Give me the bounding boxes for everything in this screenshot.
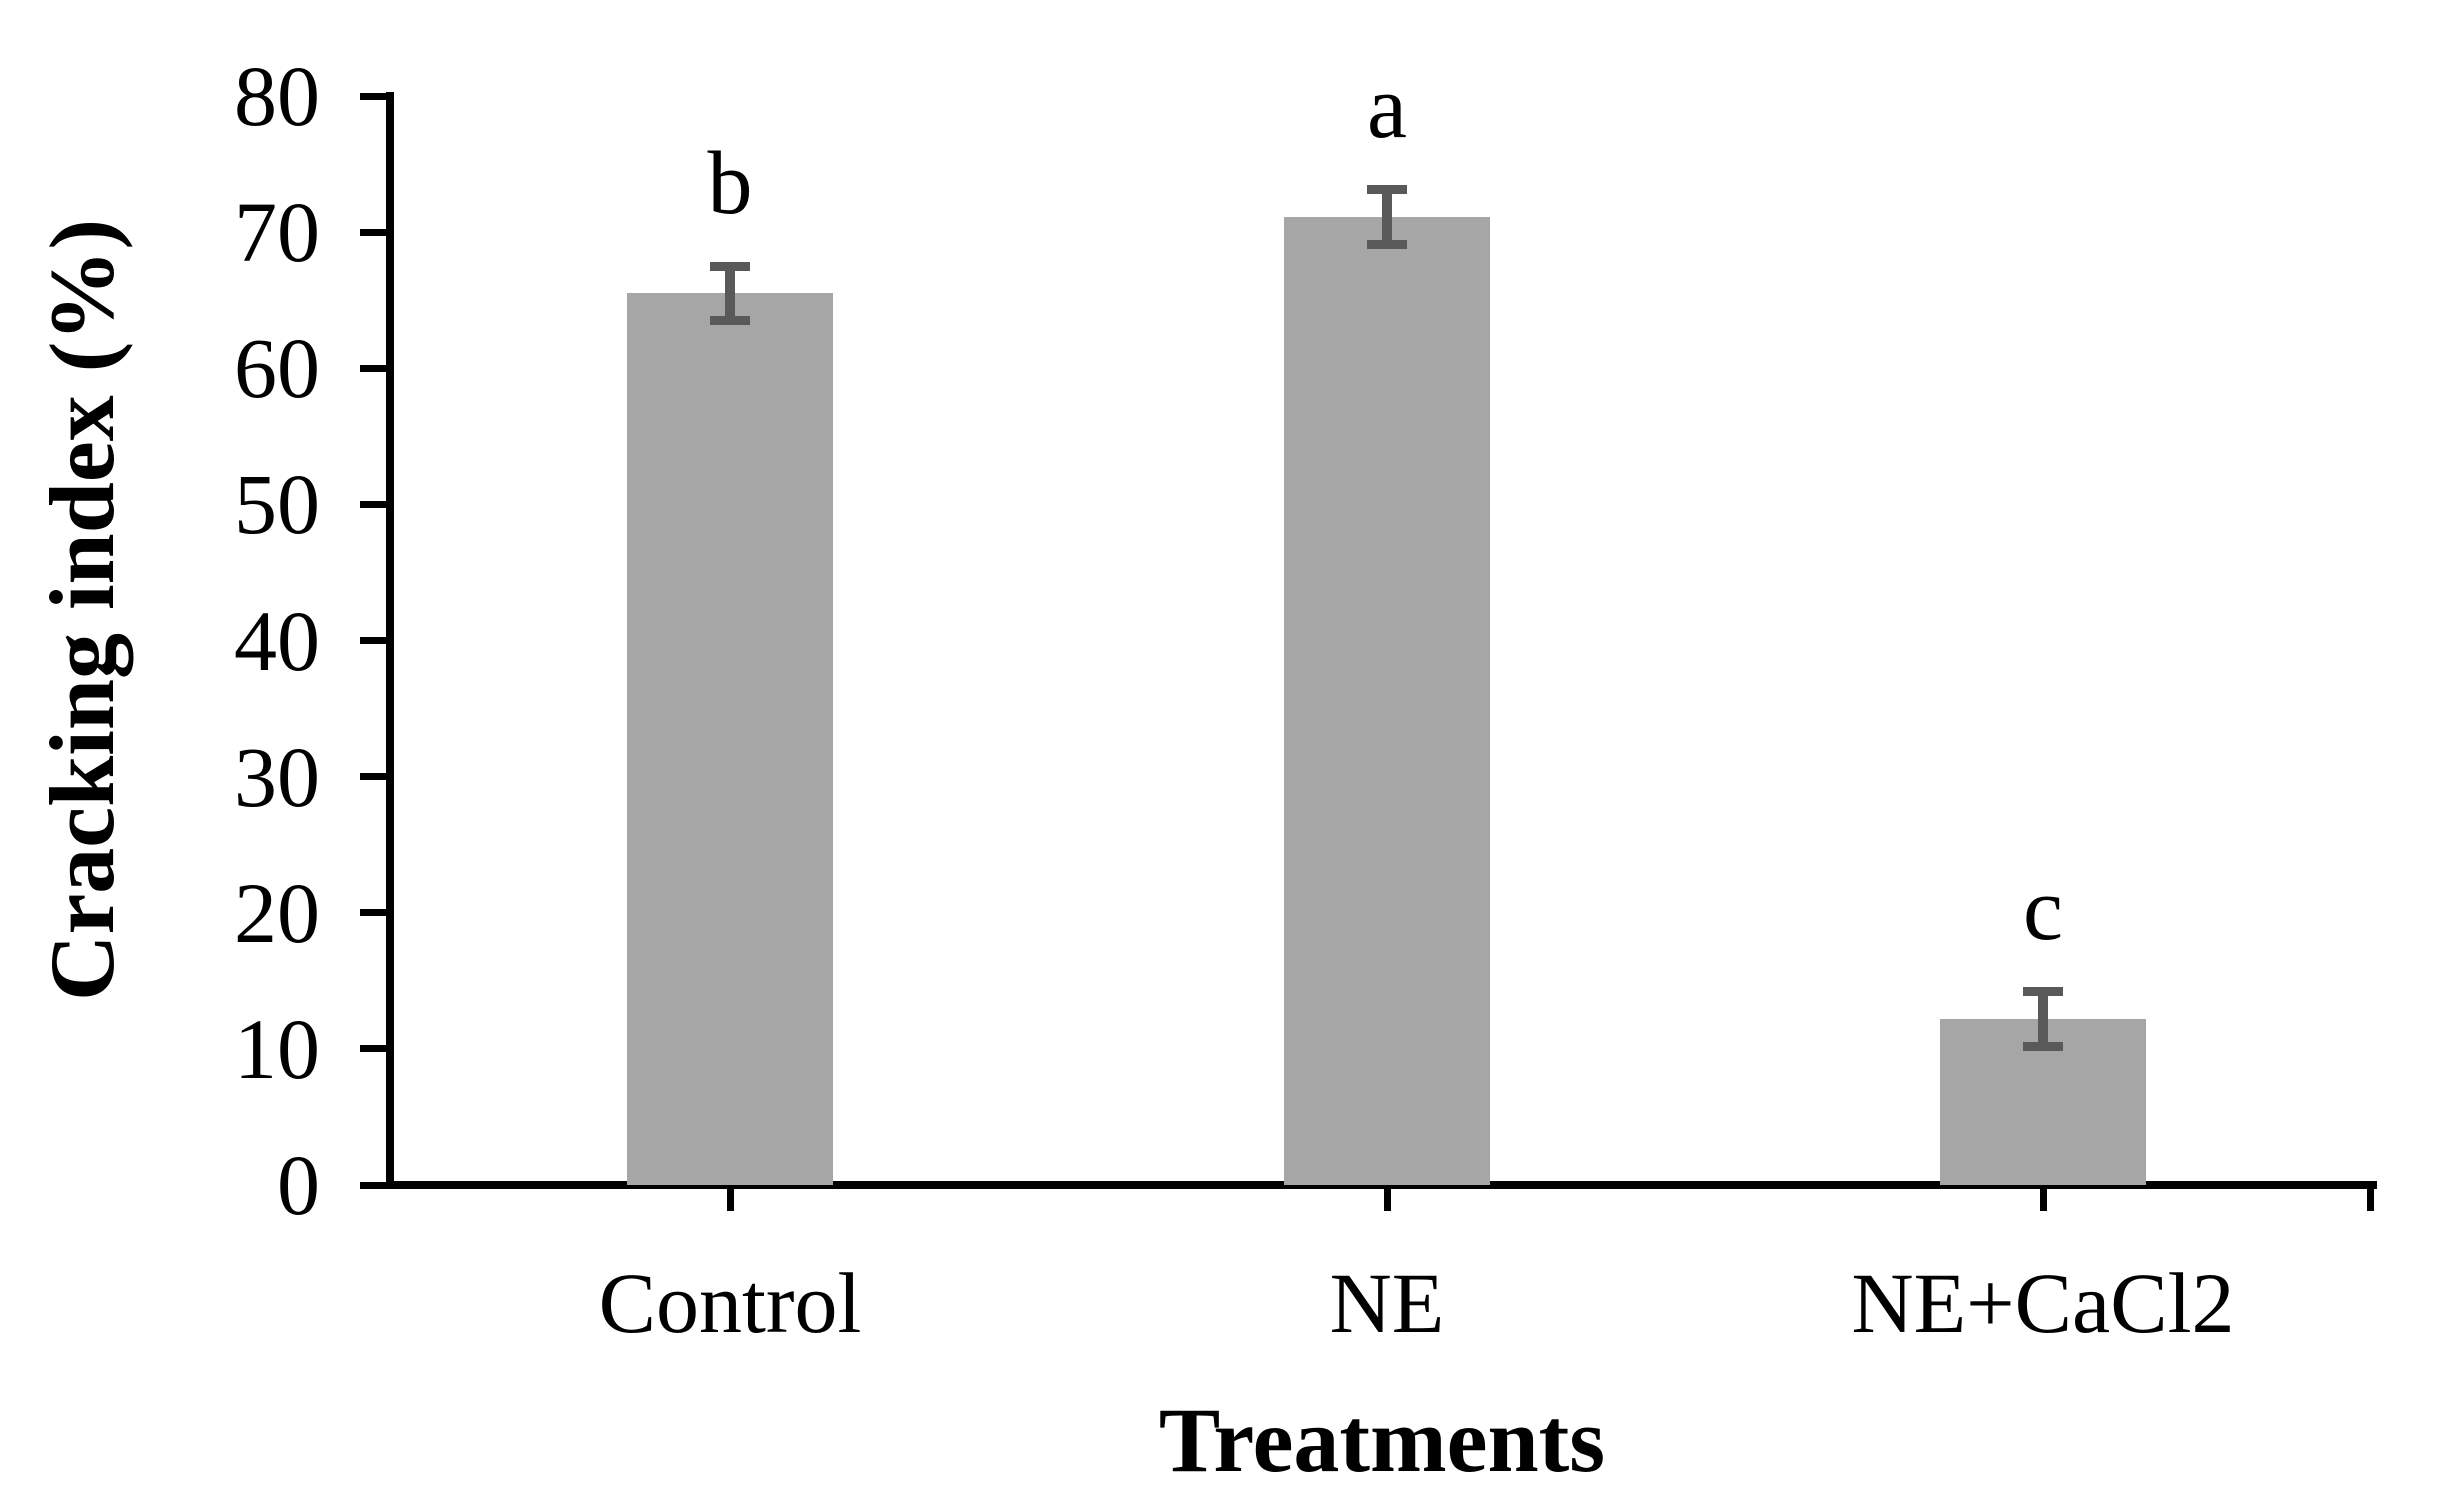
x-tick xyxy=(2039,1185,2047,1211)
y-tick-label: 80 xyxy=(234,48,320,144)
y-axis-line xyxy=(386,92,394,1189)
category-label: NE+CaCl2 xyxy=(1851,1255,2235,1351)
x-tick xyxy=(1383,1185,1391,1211)
significance-letter: a xyxy=(1367,57,1407,157)
category-label: Control xyxy=(598,1255,862,1351)
y-tick xyxy=(360,228,390,236)
y-tick xyxy=(360,909,390,917)
y-tick xyxy=(360,773,390,781)
y-tick-label: 10 xyxy=(234,1000,320,1097)
x-axis-title: Treatments xyxy=(1158,1389,1606,1491)
x-axis-line xyxy=(386,1181,2377,1189)
y-tick xyxy=(360,364,390,372)
significance-letter: c xyxy=(2023,859,2063,959)
y-tick xyxy=(360,1045,390,1053)
x-tick xyxy=(726,1185,734,1211)
error-bar-stem xyxy=(725,266,735,321)
bar-control xyxy=(627,293,833,1185)
error-bar-cap xyxy=(1367,185,1407,195)
y-tick-label: 30 xyxy=(234,728,320,825)
error-bar-cap xyxy=(710,261,750,271)
error-bar-cap xyxy=(2023,1041,2063,1051)
y-tick-label: 40 xyxy=(234,592,320,689)
error-bar-cap xyxy=(710,316,750,326)
y-tick xyxy=(360,637,390,644)
y-tick xyxy=(360,92,390,100)
y-tick xyxy=(360,1181,390,1189)
x-axis-end-tick xyxy=(2367,1185,2374,1211)
error-bar-stem xyxy=(2038,991,2048,1047)
error-bar-cap xyxy=(2023,987,2063,997)
y-tick-label: 50 xyxy=(234,456,320,553)
y-tick xyxy=(360,500,390,508)
category-label: NE xyxy=(1329,1255,1445,1351)
y-tick-label: 20 xyxy=(234,864,320,961)
error-bar-stem xyxy=(1382,189,1392,245)
y-tick-label: 60 xyxy=(234,320,320,417)
y-tick-label: 0 xyxy=(277,1137,320,1233)
y-tick-label: 70 xyxy=(234,184,320,281)
bar-ne xyxy=(1284,217,1490,1185)
error-bar-cap xyxy=(1367,239,1407,249)
significance-letter: b xyxy=(707,134,753,234)
